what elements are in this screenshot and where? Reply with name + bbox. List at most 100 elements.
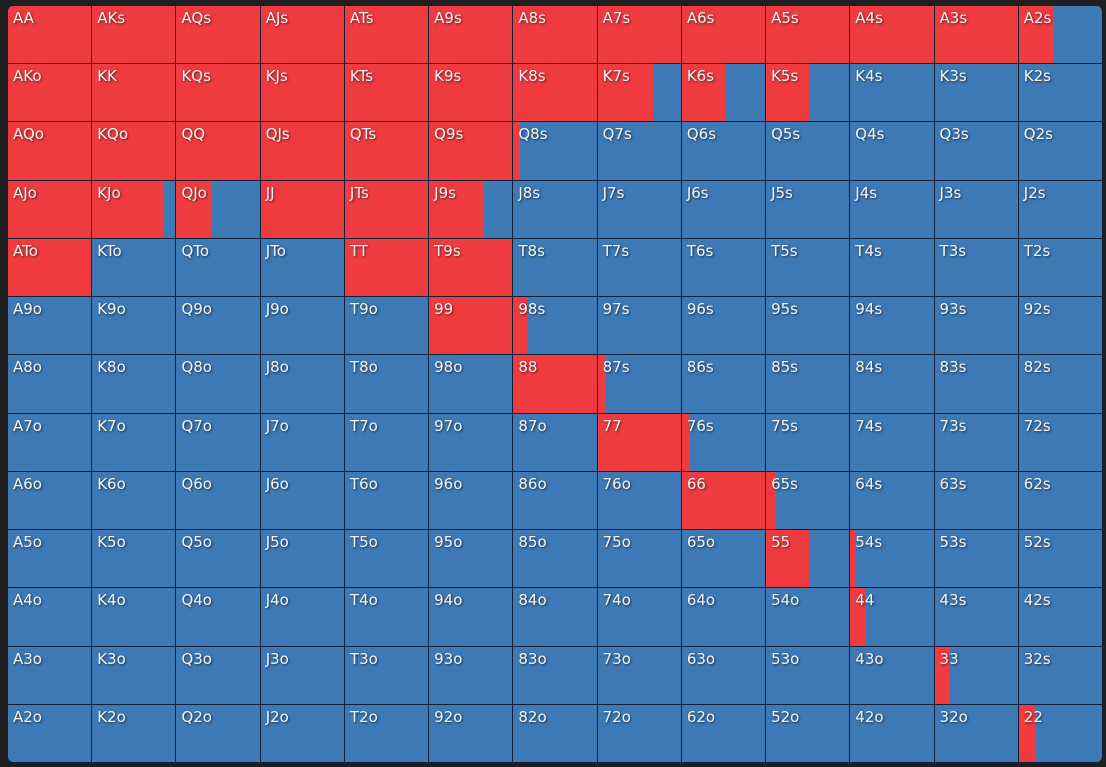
hand-cell[interactable]: Q6s <box>681 122 766 180</box>
hand-cell[interactable]: Q9o <box>176 297 260 355</box>
hand-cell[interactable]: 52s <box>1018 530 1102 588</box>
hand-cell[interactable]: K6o <box>92 471 176 530</box>
hand-cell[interactable]: KJs <box>260 64 344 122</box>
hand-cell[interactable]: QJo <box>176 180 260 238</box>
hand-cell[interactable]: 97o <box>429 413 513 471</box>
hand-cell[interactable]: K4o <box>92 588 176 646</box>
hand-cell[interactable]: 86o <box>513 471 597 530</box>
hand-cell[interactable]: A4s <box>850 6 934 64</box>
hand-cell[interactable]: K2o <box>92 704 176 762</box>
hand-cell[interactable]: 64o <box>681 588 766 646</box>
hand-cell[interactable]: Q9s <box>429 122 513 180</box>
hand-cell[interactable]: QQ <box>176 122 260 180</box>
hand-cell[interactable]: AKo <box>8 64 92 122</box>
hand-cell[interactable]: A9s <box>429 6 513 64</box>
hand-cell[interactable]: J4o <box>260 588 344 646</box>
hand-cell[interactable]: T5o <box>344 530 429 588</box>
hand-cell[interactable]: T4s <box>850 238 934 297</box>
hand-cell[interactable]: 75s <box>766 413 850 471</box>
hand-cell[interactable]: K7o <box>92 413 176 471</box>
hand-cell[interactable]: J7o <box>260 413 344 471</box>
hand-cell[interactable]: 54o <box>766 588 850 646</box>
hand-cell[interactable]: T4o <box>344 588 429 646</box>
hand-cell[interactable]: T2o <box>344 704 429 762</box>
hand-cell[interactable]: A8s <box>513 6 597 64</box>
hand-cell[interactable]: 42o <box>850 704 934 762</box>
hand-cell[interactable]: 86s <box>681 355 766 413</box>
hand-cell[interactable]: KTo <box>92 238 176 297</box>
hand-cell[interactable]: A9o <box>8 297 92 355</box>
hand-cell[interactable]: A6s <box>681 6 766 64</box>
hand-cell[interactable]: K3s <box>934 64 1018 122</box>
hand-cell[interactable]: JTo <box>260 238 344 297</box>
hand-cell[interactable]: T9o <box>344 297 429 355</box>
hand-cell[interactable]: J8s <box>513 180 597 238</box>
hand-cell[interactable]: JJ <box>260 180 344 238</box>
hand-cell[interactable]: A5s <box>766 6 850 64</box>
hand-cell[interactable]: 65s <box>766 471 850 530</box>
hand-cell[interactable]: J8o <box>260 355 344 413</box>
hand-cell[interactable]: 62o <box>681 704 766 762</box>
hand-cell[interactable]: 66 <box>681 471 766 530</box>
hand-cell[interactable]: 83s <box>934 355 1018 413</box>
hand-cell[interactable]: 98s <box>513 297 597 355</box>
hand-cell[interactable]: AKs <box>92 6 176 64</box>
hand-cell[interactable]: K6s <box>681 64 766 122</box>
hand-cell[interactable]: J4s <box>850 180 934 238</box>
hand-cell[interactable]: 75o <box>597 530 681 588</box>
hand-cell[interactable]: K2s <box>1018 64 1102 122</box>
hand-cell[interactable]: 87o <box>513 413 597 471</box>
hand-cell[interactable]: ATs <box>344 6 429 64</box>
hand-cell[interactable]: 88 <box>513 355 597 413</box>
hand-cell[interactable]: J6o <box>260 471 344 530</box>
hand-cell[interactable]: 93s <box>934 297 1018 355</box>
hand-cell[interactable]: 87s <box>597 355 681 413</box>
hand-cell[interactable]: 85s <box>766 355 850 413</box>
hand-cell[interactable]: 54s <box>850 530 934 588</box>
hand-cell[interactable]: 99 <box>429 297 513 355</box>
hand-cell[interactable]: 63o <box>681 646 766 704</box>
hand-cell[interactable]: 97s <box>597 297 681 355</box>
hand-cell[interactable]: J2s <box>1018 180 1102 238</box>
hand-cell[interactable]: 94s <box>850 297 934 355</box>
hand-cell[interactable]: 93o <box>429 646 513 704</box>
hand-cell[interactable]: T7o <box>344 413 429 471</box>
hand-cell[interactable]: 43o <box>850 646 934 704</box>
hand-cell[interactable]: T6s <box>681 238 766 297</box>
hand-cell[interactable]: T9s <box>429 238 513 297</box>
hand-cell[interactable]: 83o <box>513 646 597 704</box>
hand-cell[interactable]: K3o <box>92 646 176 704</box>
hand-cell[interactable]: QTs <box>344 122 429 180</box>
hand-cell[interactable]: A7o <box>8 413 92 471</box>
hand-cell[interactable]: Q3s <box>934 122 1018 180</box>
hand-cell[interactable]: K9o <box>92 297 176 355</box>
hand-cell[interactable]: 73s <box>934 413 1018 471</box>
hand-cell[interactable]: A7s <box>597 6 681 64</box>
hand-cell[interactable]: 92s <box>1018 297 1102 355</box>
hand-cell[interactable]: J3s <box>934 180 1018 238</box>
hand-cell[interactable]: J5o <box>260 530 344 588</box>
hand-cell[interactable]: T5s <box>766 238 850 297</box>
hand-cell[interactable]: AJo <box>8 180 92 238</box>
hand-cell[interactable]: 84s <box>850 355 934 413</box>
hand-cell[interactable]: 22 <box>1018 704 1102 762</box>
hand-cell[interactable]: 44 <box>850 588 934 646</box>
hand-cell[interactable]: 82s <box>1018 355 1102 413</box>
hand-cell[interactable]: Q4s <box>850 122 934 180</box>
hand-cell[interactable]: Q5s <box>766 122 850 180</box>
hand-cell[interactable]: 73o <box>597 646 681 704</box>
hand-cell[interactable]: 98o <box>429 355 513 413</box>
hand-cell[interactable]: 64s <box>850 471 934 530</box>
hand-cell[interactable]: 77 <box>597 413 681 471</box>
hand-cell[interactable]: K4s <box>850 64 934 122</box>
hand-cell[interactable]: 52o <box>766 704 850 762</box>
hand-cell[interactable]: 32o <box>934 704 1018 762</box>
hand-cell[interactable]: J9s <box>429 180 513 238</box>
hand-cell[interactable]: AA <box>8 6 92 64</box>
hand-cell[interactable]: T3s <box>934 238 1018 297</box>
hand-cell[interactable]: A8o <box>8 355 92 413</box>
hand-cell[interactable]: 33 <box>934 646 1018 704</box>
hand-cell[interactable]: ATo <box>8 238 92 297</box>
hand-cell[interactable]: J2o <box>260 704 344 762</box>
hand-cell[interactable]: 74s <box>850 413 934 471</box>
